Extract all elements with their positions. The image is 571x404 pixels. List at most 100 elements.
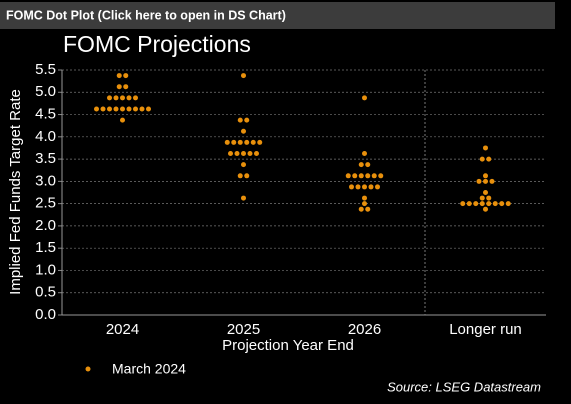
dot bbox=[362, 184, 367, 190]
header-bar[interactable] bbox=[0, 2, 555, 29]
dot bbox=[120, 117, 125, 123]
dot bbox=[486, 195, 492, 201]
dot bbox=[126, 95, 132, 101]
dot bbox=[362, 151, 367, 157]
dot bbox=[113, 95, 119, 101]
dot bbox=[254, 151, 259, 157]
dot bbox=[146, 106, 151, 112]
dot bbox=[365, 173, 371, 179]
dot bbox=[473, 201, 479, 207]
header-title[interactable]: FOMC Dot Plot (Click here to open in DS … bbox=[6, 8, 286, 22]
dot bbox=[365, 162, 371, 168]
dot bbox=[499, 201, 505, 207]
dot bbox=[486, 156, 492, 162]
dot bbox=[241, 73, 246, 79]
x-tick-label: Longer run bbox=[449, 321, 522, 338]
dot bbox=[375, 184, 380, 190]
dot bbox=[107, 106, 112, 112]
dot bbox=[123, 73, 129, 79]
dot bbox=[505, 201, 511, 207]
dot bbox=[362, 95, 367, 101]
y-tick-label: 4.0 bbox=[35, 128, 56, 145]
legend-label: March 2024 bbox=[112, 361, 186, 377]
dot bbox=[120, 106, 125, 112]
y-tick-label: 2.5 bbox=[35, 195, 56, 212]
dot bbox=[107, 95, 112, 101]
dot bbox=[460, 201, 466, 207]
dot bbox=[228, 151, 233, 157]
dot bbox=[241, 151, 246, 157]
source: Source: LSEG Datastream bbox=[387, 379, 541, 394]
x-tick-label: 2024 bbox=[106, 321, 139, 338]
dot bbox=[483, 173, 488, 179]
dot bbox=[479, 201, 485, 207]
y-tick-label: 0.0 bbox=[35, 306, 56, 323]
dot bbox=[244, 173, 250, 179]
dot bbox=[133, 106, 138, 112]
dot bbox=[237, 173, 243, 179]
dot bbox=[486, 201, 492, 207]
dot bbox=[244, 117, 250, 123]
y-tick-label: 3.0 bbox=[35, 172, 56, 189]
dot bbox=[133, 95, 138, 101]
dot bbox=[126, 106, 132, 112]
dot bbox=[100, 106, 106, 112]
dot bbox=[352, 173, 358, 179]
dot bbox=[479, 195, 485, 201]
x-axis-label: Projection Year End bbox=[222, 337, 354, 354]
dot bbox=[234, 151, 240, 157]
dot bbox=[362, 201, 367, 207]
dot bbox=[476, 178, 482, 184]
dot bbox=[94, 106, 99, 112]
dot bbox=[489, 178, 495, 184]
dot bbox=[224, 139, 230, 145]
dot bbox=[378, 173, 384, 179]
legend-marker bbox=[85, 366, 91, 372]
dot bbox=[241, 195, 246, 201]
dot bbox=[345, 173, 351, 179]
y-tick-label: 1.5 bbox=[35, 239, 56, 256]
dot bbox=[492, 201, 498, 207]
y-axis-label: Implied Fed Funds Target Rate bbox=[7, 89, 24, 295]
dot bbox=[483, 190, 488, 195]
dot bbox=[483, 206, 488, 212]
dot bbox=[244, 139, 250, 145]
y-tick-label: 0.5 bbox=[35, 284, 56, 301]
dot bbox=[358, 162, 364, 168]
y-tick-label: 5.5 bbox=[35, 61, 56, 78]
dot bbox=[241, 162, 246, 168]
x-tick-label: 2026 bbox=[348, 321, 381, 338]
dot bbox=[483, 178, 488, 184]
dot bbox=[120, 95, 125, 101]
y-tick-label: 5.0 bbox=[35, 83, 56, 100]
dot bbox=[241, 128, 246, 134]
dot bbox=[257, 139, 263, 145]
dot bbox=[358, 173, 364, 179]
dot bbox=[365, 206, 371, 212]
dot bbox=[466, 201, 472, 207]
dot bbox=[247, 151, 253, 157]
y-tick-label: 1.0 bbox=[35, 261, 56, 278]
dot bbox=[362, 195, 367, 201]
dot bbox=[116, 84, 122, 90]
dot bbox=[368, 184, 374, 190]
dot bbox=[349, 184, 354, 190]
dot bbox=[113, 106, 119, 112]
dot bbox=[237, 117, 243, 123]
dot bbox=[483, 145, 488, 151]
chart-title: FOMC Projections bbox=[63, 31, 251, 57]
y-tick-label: 3.5 bbox=[35, 150, 56, 167]
dot bbox=[116, 73, 122, 79]
dot bbox=[371, 173, 377, 179]
y-tick-label: 2.0 bbox=[35, 217, 56, 234]
y-tick-label: 4.5 bbox=[35, 106, 56, 123]
dot bbox=[355, 184, 361, 190]
dot bbox=[250, 139, 256, 145]
dot bbox=[231, 139, 237, 145]
dot bbox=[358, 206, 364, 212]
dot bbox=[139, 106, 145, 112]
dot bbox=[237, 139, 243, 145]
dot bbox=[123, 84, 129, 90]
x-tick-label: 2025 bbox=[227, 321, 260, 338]
